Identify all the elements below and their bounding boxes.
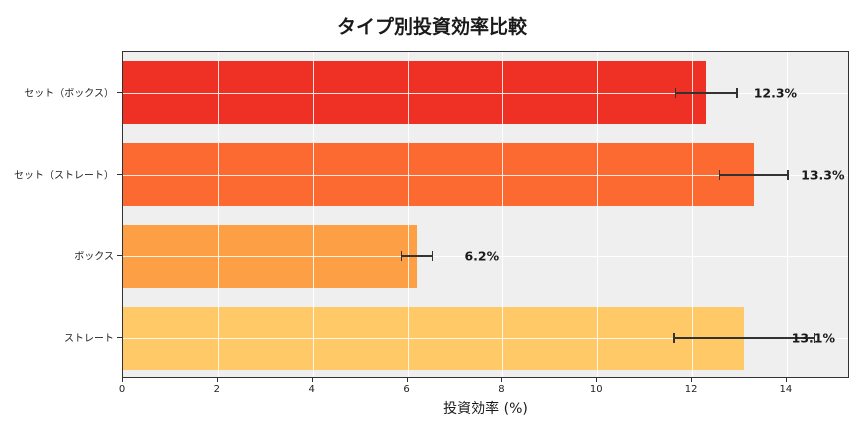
grid-line-vertical (217, 52, 219, 377)
grid-line-vertical (502, 52, 504, 377)
y-tick-label: ボックス (74, 251, 114, 263)
value-label: 6.2% (464, 248, 500, 264)
y-tick (117, 255, 122, 257)
grid-line-horizontal (123, 174, 754, 176)
error-bar-cap (787, 169, 789, 180)
x-tick (122, 378, 123, 382)
x-tick (311, 378, 313, 382)
error-bar-cap (813, 333, 816, 344)
grid-line-vertical (312, 52, 314, 377)
y-tick (117, 173, 122, 175)
error-bar-cap (718, 169, 721, 180)
y-tick (117, 337, 122, 339)
x-tick (691, 378, 693, 382)
plot-area: 12.3% 13.3% 6.2% 13.1% (122, 51, 849, 378)
x-tick (501, 378, 503, 382)
error-bar-cap (673, 333, 675, 344)
y-tick (117, 91, 122, 93)
x-tick-label: 2 (213, 384, 221, 395)
grid-line-horizontal (123, 338, 745, 340)
x-tick-label: 0 (118, 384, 126, 395)
grid-line-vertical (786, 52, 788, 377)
x-tick (785, 378, 787, 382)
x-tick-label: 14 (779, 384, 793, 395)
x-tick-label: 6 (403, 384, 410, 395)
y-tick-label: セット（ボックス） (24, 88, 114, 100)
value-label: 13.1% (791, 330, 836, 346)
x-tick-label: 12 (684, 384, 698, 395)
x-tick (406, 378, 408, 382)
grid-line-horizontal (123, 256, 848, 258)
x-tick (596, 378, 598, 382)
y-tick-label: ストレート (64, 333, 114, 345)
error-bar (401, 255, 433, 258)
x-tick-label: 10 (589, 384, 603, 395)
x-axis-title: 投資効率 (%) (443, 401, 528, 417)
error-bar (674, 337, 815, 340)
error-bar (675, 91, 738, 94)
error-bar-cap (674, 87, 677, 98)
grid-line-horizontal (123, 256, 418, 258)
grid-line-horizontal (123, 92, 707, 94)
chart-title: タイプ別投資効率比較 (336, 16, 527, 38)
error-bar-cap (431, 251, 434, 262)
value-label: 13.3% (801, 167, 845, 183)
grid-line-vertical (692, 52, 694, 377)
value-label: 12.3% (753, 85, 798, 101)
x-tick (216, 378, 218, 382)
error-bar-cap (736, 87, 738, 98)
error-bar (719, 173, 788, 176)
x-tick-label: 4 (308, 384, 315, 395)
x-tick-label: 8 (498, 384, 505, 395)
grid-line-vertical (597, 52, 599, 377)
grid-line-vertical (407, 52, 409, 377)
error-bar-cap (400, 251, 403, 262)
y-tick-label: セット（ストレート） (14, 170, 114, 182)
